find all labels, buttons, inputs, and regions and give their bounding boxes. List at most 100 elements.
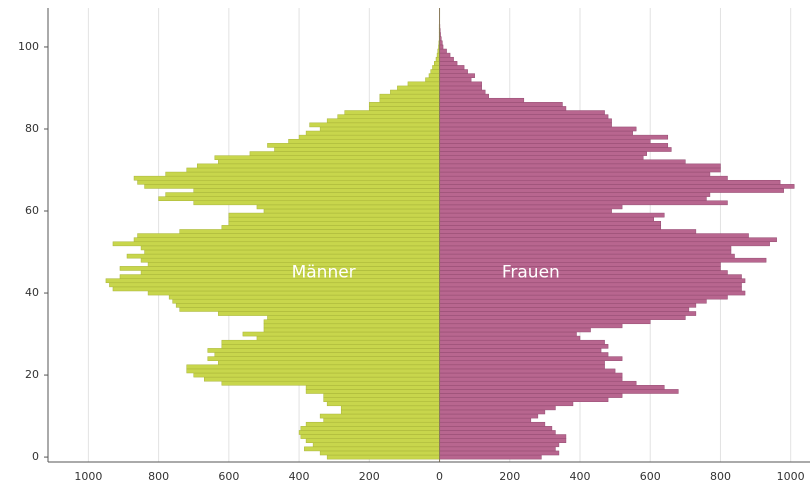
bar	[439, 204, 623, 210]
bar	[305, 438, 440, 443]
bar	[267, 143, 440, 148]
bar	[439, 122, 612, 128]
bar	[186, 368, 440, 374]
bar	[112, 241, 440, 247]
bar	[439, 208, 612, 214]
x-tick-label: 600	[640, 470, 661, 483]
bar	[158, 196, 440, 202]
bar	[439, 319, 651, 325]
bar	[204, 376, 440, 382]
bar	[439, 249, 732, 255]
bar	[439, 446, 556, 452]
bar	[305, 130, 440, 136]
bar	[126, 253, 440, 259]
bar	[214, 352, 440, 357]
bar	[263, 327, 440, 333]
bar	[439, 179, 781, 185]
x-tick-label: 600	[218, 470, 239, 483]
bar	[428, 73, 440, 78]
bar	[312, 442, 440, 448]
bar	[221, 344, 440, 349]
bar	[439, 221, 662, 226]
bar	[300, 434, 440, 439]
bar	[140, 245, 440, 251]
bar	[137, 179, 440, 185]
y-tick-label: 20	[25, 368, 39, 381]
x-tick-label: 1000	[74, 470, 102, 483]
series-label: Männer	[292, 263, 356, 283]
bar	[263, 323, 440, 329]
bar	[319, 413, 440, 419]
bar	[439, 409, 546, 415]
bars: Männer Frauen	[105, 8, 795, 462]
bar	[439, 241, 770, 247]
bar	[133, 175, 440, 181]
bar	[439, 344, 609, 349]
bar	[379, 93, 440, 99]
y-tick-label: 100	[18, 40, 39, 53]
bar	[340, 409, 440, 415]
bar	[439, 397, 609, 402]
bar	[256, 335, 440, 341]
bar	[439, 311, 697, 316]
bar	[147, 290, 440, 296]
bar	[439, 97, 525, 103]
bar	[439, 192, 711, 197]
bar	[439, 102, 563, 107]
bar	[305, 421, 440, 427]
bar	[439, 61, 458, 66]
bar	[439, 417, 532, 423]
bar	[439, 114, 609, 119]
bar	[263, 208, 440, 214]
bar	[175, 303, 440, 308]
bar	[214, 155, 440, 160]
bar	[319, 126, 440, 132]
bar	[439, 364, 605, 370]
bar	[439, 290, 746, 296]
x-tick-label: 0	[436, 470, 443, 483]
bar	[439, 270, 728, 275]
bar	[186, 167, 440, 173]
bar	[439, 335, 581, 341]
bar	[439, 315, 686, 320]
bar	[439, 163, 721, 169]
bar	[218, 311, 440, 316]
bar	[439, 298, 707, 304]
y-tick-label: 40	[25, 286, 39, 299]
bar	[439, 360, 605, 366]
bar	[288, 138, 440, 144]
bar	[439, 171, 711, 177]
x-tick-label: 200	[359, 470, 380, 483]
bar	[140, 270, 440, 275]
bar	[369, 106, 440, 111]
bar	[439, 405, 556, 411]
bar	[439, 376, 623, 382]
bar	[439, 356, 623, 361]
bar	[439, 73, 475, 78]
bar	[323, 417, 440, 423]
bar	[439, 196, 707, 202]
x-tick-label: 800	[148, 470, 169, 483]
bar	[326, 454, 440, 460]
bar	[267, 315, 440, 320]
bar	[439, 44, 444, 50]
bar	[172, 298, 440, 304]
bar	[323, 393, 440, 398]
bar	[439, 130, 633, 136]
bar	[439, 352, 609, 357]
bar	[434, 61, 440, 66]
x-tick-label: 200	[499, 470, 520, 483]
y-tick-label: 60	[25, 204, 39, 217]
bar	[439, 421, 546, 427]
bar	[369, 102, 440, 107]
bar	[439, 257, 767, 263]
bar	[305, 385, 440, 390]
bar	[439, 266, 721, 271]
bar	[249, 151, 440, 156]
bar	[439, 368, 616, 374]
bar	[323, 397, 440, 402]
bar	[193, 188, 440, 193]
bar	[430, 69, 440, 74]
bar	[119, 274, 440, 279]
bar	[439, 118, 612, 124]
